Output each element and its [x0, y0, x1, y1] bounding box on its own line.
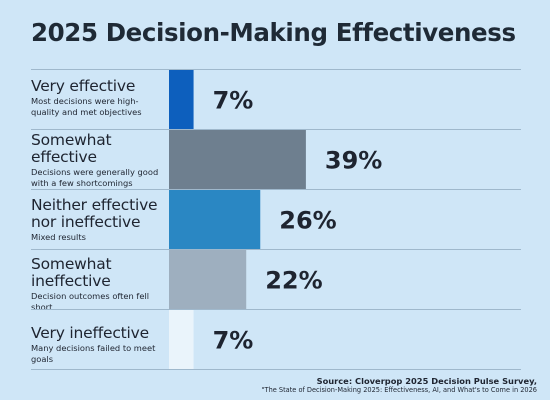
- source-note: Source: Cloverpop 2025 Decision Pulse Su…: [262, 376, 537, 395]
- bar: [169, 70, 194, 129]
- bar: [169, 130, 306, 189]
- category-label-neither: Neither effective nor ineffective Mixed …: [31, 197, 166, 243]
- category-description: Decision outcomes often fell short: [31, 291, 150, 312]
- category-name: Neither effective nor ineffective: [31, 196, 158, 231]
- category-name: Somewhat effective: [31, 131, 112, 166]
- bar: [169, 310, 194, 369]
- bar: [169, 250, 247, 309]
- category-description: Many decisions failed to meet goals: [31, 343, 156, 364]
- source-line-1: Source: Cloverpop 2025 Decision Pulse Su…: [316, 376, 537, 386]
- bar: [169, 190, 261, 249]
- source-line-2: "The State of Decision-Making 2025: Effe…: [261, 386, 537, 394]
- chart-title: 2025 Decision-Making Effectiveness: [31, 18, 516, 47]
- category-name: Very effective: [31, 77, 136, 95]
- bar-value-label: 39%: [325, 147, 382, 175]
- bar-value-label: 22%: [265, 267, 322, 295]
- category-label-very-ineffective: Very ineffective Many decisions failed t…: [31, 325, 166, 365]
- category-name: Somewhat ineffective: [31, 255, 112, 290]
- bar-value-label: 26%: [279, 207, 336, 235]
- bar-value-label: 7%: [213, 87, 254, 115]
- category-description: Decisions were generally good with a few…: [31, 167, 159, 188]
- category-label-somewhat-ineffective: Somewhat ineffective Decision outcomes o…: [31, 256, 166, 313]
- bar-value-label: 7%: [213, 327, 254, 355]
- category-name: Very ineffective: [31, 324, 149, 342]
- category-description: Most decisions were high-quality and met…: [31, 96, 142, 117]
- category-label-very-effective: Very effective Most decisions were high-…: [31, 78, 166, 118]
- category-description: Mixed results: [31, 232, 86, 242]
- category-label-somewhat-effective: Somewhat effective Decisions were genera…: [31, 132, 166, 189]
